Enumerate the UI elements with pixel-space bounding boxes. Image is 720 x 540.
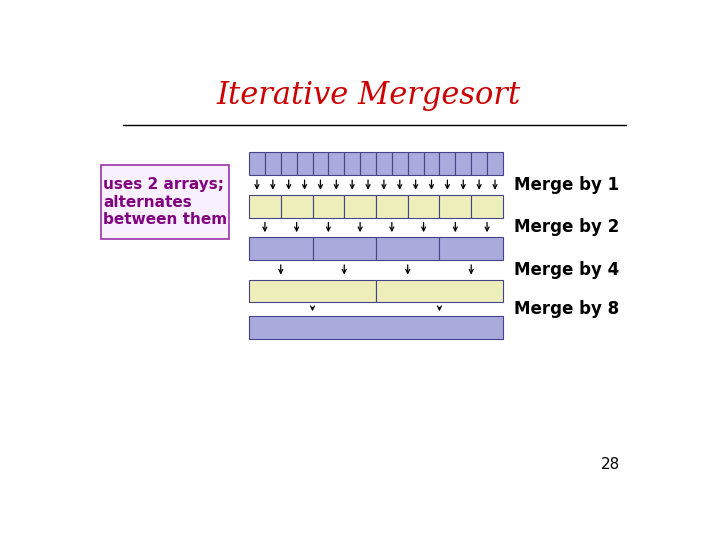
Text: Merge by 8: Merge by 8	[514, 300, 619, 318]
Bar	[423, 152, 439, 175]
Bar	[344, 152, 360, 175]
Bar	[376, 195, 408, 218]
Text: 28: 28	[601, 457, 620, 472]
Bar	[312, 195, 344, 218]
Bar	[281, 152, 297, 175]
Bar	[471, 152, 487, 175]
Bar	[376, 280, 503, 302]
Bar	[249, 195, 281, 218]
Bar	[297, 152, 312, 175]
Text: Merge by 2: Merge by 2	[514, 218, 619, 237]
Bar	[471, 195, 503, 218]
Bar	[376, 237, 439, 260]
Bar	[439, 237, 503, 260]
Bar	[360, 152, 376, 175]
Text: Iterative Mergesort: Iterative Mergesort	[217, 80, 521, 111]
Text: Merge by 1: Merge by 1	[514, 176, 619, 194]
Bar	[408, 152, 423, 175]
Bar	[344, 195, 376, 218]
Bar	[376, 152, 392, 175]
Bar	[392, 152, 408, 175]
Bar	[455, 152, 471, 175]
FancyBboxPatch shape	[101, 165, 230, 239]
Bar	[312, 152, 328, 175]
Bar	[249, 152, 265, 175]
Bar	[265, 152, 281, 175]
Bar	[281, 195, 312, 218]
Bar	[408, 195, 439, 218]
Bar	[249, 316, 503, 339]
Bar	[249, 280, 376, 302]
Bar	[249, 237, 312, 260]
Bar	[312, 237, 376, 260]
Bar	[439, 195, 471, 218]
Bar	[439, 152, 455, 175]
Text: Merge by 4: Merge by 4	[514, 261, 619, 279]
Bar	[328, 152, 344, 175]
Bar	[487, 152, 503, 175]
Text: uses 2 arrays;
alternates
between them: uses 2 arrays; alternates between them	[103, 177, 228, 227]
